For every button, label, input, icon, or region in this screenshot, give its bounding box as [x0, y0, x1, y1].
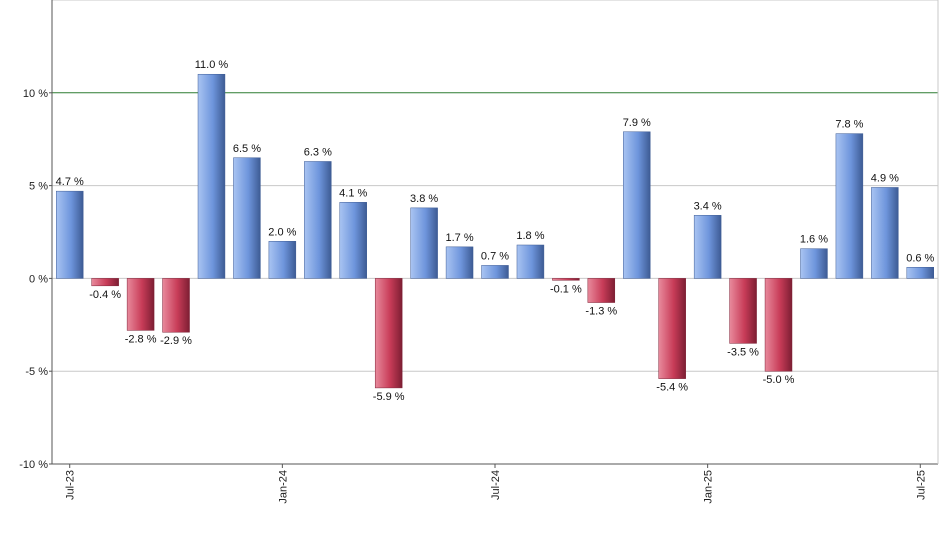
data-label: -2.9 % [160, 335, 192, 347]
bar-apr-24 [374, 278, 403, 389]
data-label: 4.9 % [871, 172, 899, 184]
bar-feb-25 [729, 278, 757, 344]
bar-sep-24 [552, 278, 580, 281]
x-tick-label: Jul-25 [915, 470, 927, 500]
bar-jul-23 [56, 190, 84, 279]
data-label: 0.6 % [906, 252, 934, 264]
data-label: 1.7 % [445, 232, 473, 244]
data-label: 1.6 % [800, 234, 828, 246]
bar-jul-24 [481, 265, 509, 279]
bar-apr-25 [800, 248, 828, 279]
bar-oct-23 [162, 278, 190, 333]
data-label: -0.4 % [89, 289, 121, 301]
y-tick-label: 10 % [23, 88, 48, 100]
x-tick-label: Jul-23 [65, 470, 77, 500]
y-tick-label: 0 % [29, 273, 48, 285]
x-tick-label: Jan-24 [277, 470, 289, 504]
data-label: 3.8 % [410, 193, 438, 205]
bar-may-24 [410, 207, 438, 279]
data-label: 11.0 % [195, 59, 229, 71]
bar-mar-24 [339, 202, 367, 279]
bar-mar-25 [764, 278, 793, 372]
data-label: -2.8 % [125, 333, 157, 345]
bar-may-25 [835, 133, 864, 279]
bar-jan-25 [693, 215, 722, 279]
x-tick-label: Jan-25 [703, 470, 715, 504]
bar-nov-24 [623, 131, 651, 279]
x-tick-label: Jul-24 [490, 470, 502, 500]
data-label: -5.9 % [373, 391, 405, 403]
data-label: -1.3 % [585, 306, 617, 318]
data-label: 4.1 % [339, 187, 367, 199]
bar-feb-24 [304, 161, 332, 279]
bar-dec-24 [658, 278, 686, 379]
data-label: 6.3 % [304, 146, 332, 158]
data-label: 4.7 % [56, 176, 84, 188]
data-label: 3.4 % [694, 200, 722, 212]
data-label: 7.8 % [835, 119, 863, 131]
bar-jan-24 [268, 241, 297, 279]
data-label: -5.4 % [656, 382, 688, 394]
bar-dec-23 [233, 157, 261, 279]
data-labels: 4.7 % -0.4 % -2.8 % -2.9 % 11.0 % 6.5 % 2.0 % 6… [56, 59, 935, 403]
y-tick-label: -10 % [19, 459, 48, 471]
data-label: 2.0 % [268, 226, 296, 238]
data-label: 0.7 % [481, 250, 509, 262]
bar-jun-24 [445, 246, 474, 279]
data-label: -3.5 % [727, 346, 759, 358]
axes: -10 % -5 % 0 % 5 % 10 % Jul-23 Jan-24 Jul-24 Jan… [19, 0, 939, 504]
y-tick-label: -5 % [25, 366, 48, 378]
data-label: 7.9 % [623, 117, 651, 129]
bar-nov-23 [197, 73, 226, 279]
bar-sep-23 [126, 278, 155, 331]
bars [56, 73, 934, 389]
data-label: -5.0 % [763, 374, 795, 386]
data-label: 1.8 % [516, 230, 544, 242]
data-label: 6.5 % [233, 143, 261, 155]
data-label: -0.1 % [550, 283, 582, 295]
bar-aug-23 [91, 278, 119, 287]
bar-jul-25 [906, 267, 934, 279]
bar-oct-24 [587, 278, 616, 303]
y-tick-label: 5 % [29, 181, 48, 193]
bar-aug-24 [516, 244, 545, 279]
bar-jun-25 [871, 187, 899, 279]
